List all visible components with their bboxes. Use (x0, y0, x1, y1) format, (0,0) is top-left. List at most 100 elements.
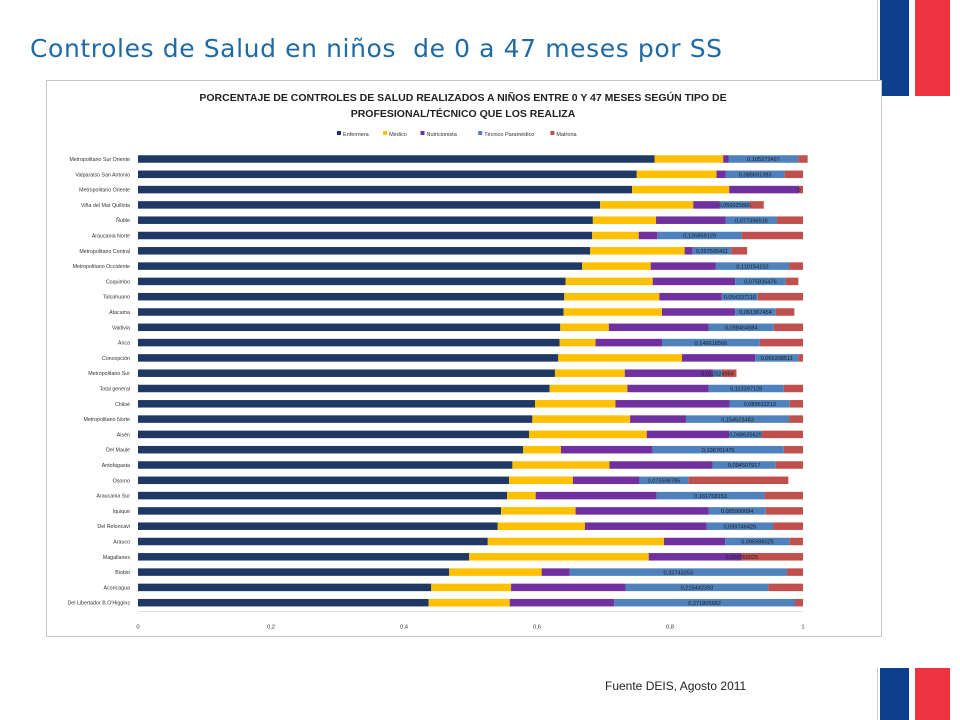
bar-segment (592, 216, 657, 224)
bar-segment (784, 170, 803, 179)
bar-segment (501, 507, 576, 515)
bar-segment (765, 507, 803, 515)
category-label: Antofagasta (102, 463, 130, 469)
bar-segment (529, 430, 647, 439)
data-label: 0,073598785 (648, 479, 681, 485)
category-label: Araucania Norte (92, 234, 130, 240)
bar-segment (523, 445, 561, 454)
category-label: Metropolitano Sur Oriente (69, 157, 130, 163)
bar-segment (719, 201, 750, 209)
bar-segment (138, 262, 583, 270)
data-label: 0,050025865 (719, 203, 752, 209)
data-label: 0,065338511 (761, 356, 793, 362)
bar-segment (532, 415, 631, 423)
data-label: 0,057595411 (696, 249, 728, 255)
legend-label: Médico (389, 132, 407, 138)
bar-segment (789, 537, 803, 546)
x-tick-label: 0,2 (267, 625, 275, 631)
category-label: Arauco (113, 540, 130, 546)
bar-segment (729, 430, 762, 439)
bar-segment (138, 277, 566, 286)
bar-segment (431, 583, 512, 592)
bar-segment (749, 201, 764, 209)
bar-segment (630, 415, 686, 423)
data-label: 0,271805682 (688, 601, 721, 607)
category-label: Araucania Sur (96, 494, 130, 500)
category-label: Metropolitano Oriente (79, 188, 130, 194)
bar-segment (656, 216, 726, 224)
category-label: Del Libertador B.O'Higgins (67, 601, 130, 607)
bar-segment (575, 507, 709, 515)
bar-segment (138, 231, 593, 240)
x-tick-label: 0,6 (533, 625, 541, 631)
bar-segment (757, 292, 803, 301)
flag-blue-band (880, 668, 909, 720)
x-tick-label: 0 (136, 625, 139, 631)
flag-red-band (915, 668, 950, 720)
legend-label: Nutricionista (427, 132, 458, 138)
bar-segment (600, 201, 694, 209)
bar-segment (648, 553, 742, 561)
bar-segment (708, 507, 766, 515)
bar-segment (627, 384, 709, 393)
data-label: 0,146618566 (695, 341, 728, 347)
category-label: Valdivia (112, 325, 130, 331)
legend-label: Enfermera (343, 132, 370, 138)
data-label: 0,061367454 (739, 310, 772, 316)
bar-segment (535, 400, 616, 408)
category-label: Osorno (113, 478, 130, 484)
bar-segment (650, 262, 716, 270)
bar-segment (138, 216, 593, 224)
bar-segment (554, 369, 625, 377)
bar-segment (582, 262, 651, 270)
bar-segment (138, 155, 655, 163)
bar-segment (636, 170, 717, 179)
category-label: Viña del Mar Quillota (81, 203, 130, 209)
data-label: 0,012524964 (701, 371, 734, 377)
source-note: Fuente DEIS, Agosto 2011 (605, 679, 747, 693)
bar-segment (789, 415, 803, 423)
bar-segment (572, 476, 640, 485)
bar-segment (775, 461, 803, 469)
bar-segment (512, 461, 610, 469)
data-label: 0,113397128 (730, 387, 762, 393)
bar-segment (723, 155, 729, 163)
bar-segment (768, 583, 803, 592)
bar-segment (584, 522, 707, 530)
bar-segment (759, 338, 803, 347)
bar-segment (609, 461, 713, 469)
bar-segment (789, 262, 803, 270)
bar-segment (741, 553, 803, 561)
bar-segment (138, 461, 513, 469)
bar-segment (509, 598, 615, 607)
bar-segment (560, 445, 653, 454)
bar-segment (787, 568, 803, 576)
bar-segment (685, 415, 790, 423)
legend-swatch (478, 131, 483, 135)
category-label: Iquique (113, 509, 130, 515)
data-label: 0,077396516 (735, 218, 768, 224)
bar-segment (783, 445, 803, 454)
bar-segment (775, 308, 795, 316)
bar-segment (662, 338, 760, 347)
bar-segment (652, 445, 784, 454)
legend-swatch (383, 131, 388, 135)
bar-segment (138, 583, 432, 592)
bar-segment (138, 308, 564, 316)
legend-label: Matrona (556, 132, 577, 138)
bar-segment (764, 491, 803, 500)
bar-segment (712, 461, 776, 469)
bar-segment (728, 155, 799, 163)
bar-segment (662, 308, 736, 316)
data-label: 0,154523483 (721, 417, 754, 423)
category-label: Atacama (109, 310, 130, 316)
bar-segment (138, 476, 510, 485)
bar-segment (639, 476, 689, 485)
bar-segment (741, 231, 803, 240)
bar-segment (715, 262, 790, 270)
chart-title-line: PROFESIONAL/TÉCNICO QUE LOS REALIZA (351, 107, 576, 120)
flag-white-gap (909, 0, 915, 96)
data-label: 0,110154152 (736, 264, 768, 270)
data-label: 0,126859129 (683, 234, 716, 240)
bar-segment (614, 598, 796, 607)
